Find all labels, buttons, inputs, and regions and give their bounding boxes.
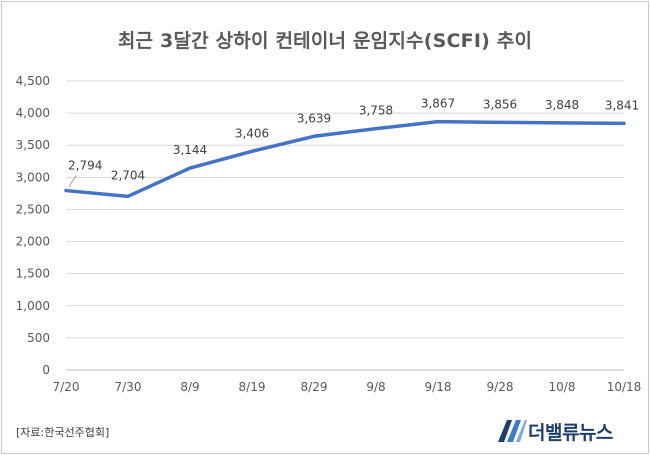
- data-label: 3,758: [359, 104, 393, 118]
- data-label: 3,841: [605, 98, 639, 112]
- y-tick-label: 2,500: [16, 202, 50, 216]
- data-label-leader: [68, 175, 77, 187]
- data-label: 2,794: [68, 159, 102, 173]
- data-label: 3,406: [235, 126, 269, 140]
- x-tick-label: 9/18: [425, 380, 452, 394]
- x-tick-label: 9/8: [366, 380, 385, 394]
- x-tick-label: 8/29: [301, 380, 328, 394]
- y-tick-label: 2,000: [16, 235, 50, 249]
- data-label: 3,639: [297, 111, 331, 125]
- data-label: 2,704: [111, 168, 145, 182]
- gridlines: [66, 80, 624, 371]
- x-tick-label: 7/30: [115, 380, 142, 394]
- x-tick-label: 7/20: [53, 380, 80, 394]
- data-label: 3,848: [545, 98, 579, 112]
- tv-logo-icon: [498, 420, 527, 442]
- y-tick-label: 500: [27, 331, 50, 345]
- logo-text: 더밸류뉴스: [528, 422, 613, 444]
- chart-title: 최근 3달간 상하이 컨테이너 운임지수(SCFI) 추이: [117, 30, 533, 52]
- data-label: 3,144: [173, 143, 207, 157]
- x-tick-label: 10/8: [549, 380, 576, 394]
- series-line: [64, 119, 626, 199]
- x-axis-ticks: 7/20 7/30 8/9 8/19 8/29 9/8 9/18 9/28 10/8 10/18: [53, 380, 642, 394]
- y-tick-label: 1,500: [16, 267, 50, 281]
- data-label: 3,856: [483, 97, 517, 111]
- y-tick-label: 1,000: [16, 299, 50, 313]
- y-tick-label: 0: [42, 363, 50, 377]
- x-tick-label: 8/9: [180, 380, 199, 394]
- y-tick-label: 4,500: [16, 74, 50, 88]
- y-axis-ticks: 0 500 1,000 1,500 2,000 2,500 3,000 3,500 4,000 4…: [16, 74, 50, 377]
- x-tick-label: 10/18: [607, 380, 642, 394]
- data-labels: 2,794 2,704 3,144 3,406 3,639 3,758 3,867 3,856…: [68, 97, 639, 187]
- x-tick-label: 8/19: [239, 380, 266, 394]
- y-tick-label: 4,000: [16, 106, 50, 120]
- x-tick-label: 9/28: [487, 380, 514, 394]
- data-label: 3,867: [421, 97, 455, 111]
- y-tick-label: 3,500: [16, 138, 50, 152]
- source-note: [자료:한국선주협회]: [16, 426, 110, 439]
- y-tick-label: 3,000: [16, 170, 50, 184]
